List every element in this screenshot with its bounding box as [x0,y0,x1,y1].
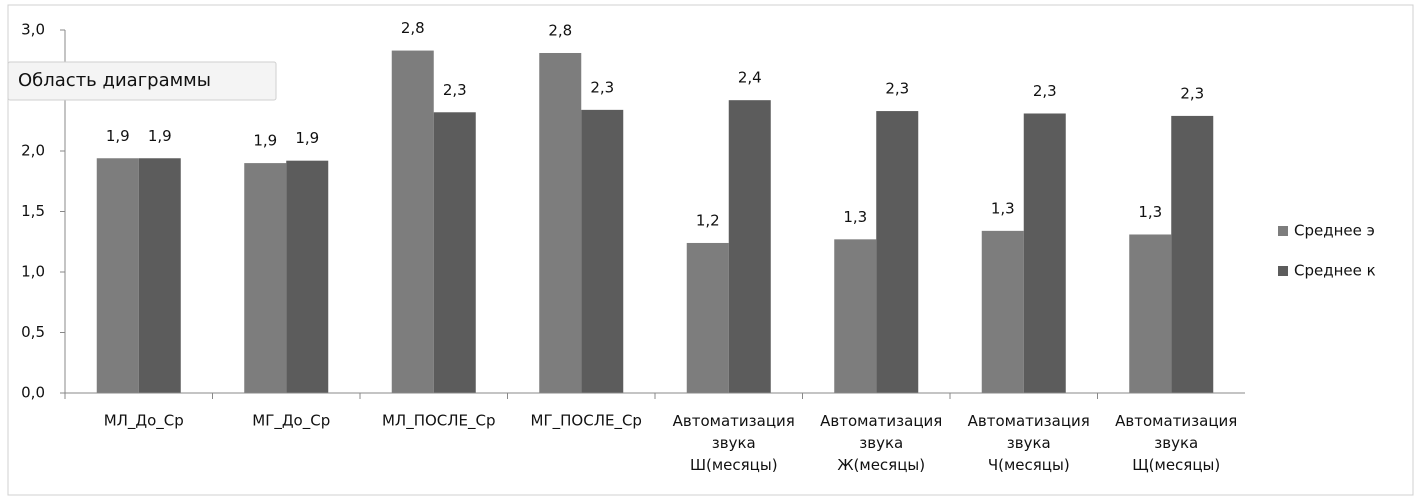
x-tick-label: Автоматизация звука Щ(месяцы) [1115,412,1237,474]
x-tick-label: МГ_До_Ср [252,412,330,431]
bar [138,158,181,393]
data-label: 1,3 [1138,203,1162,221]
data-label: 1,9 [295,129,319,147]
y-tick-label: 1,0 [21,263,45,281]
data-label: 2,3 [590,78,614,96]
bar [244,163,287,393]
data-label: 2,3 [443,81,467,99]
x-tick-label: МЛ_До_Ср [104,412,184,431]
data-label: 2,3 [1180,84,1204,102]
x-tick-label: Автоматизация звука Ш(месяцы) [673,412,795,474]
data-label: 1,9 [253,132,277,150]
y-tick-label: 2,0 [21,142,45,160]
y-tick-label: 0,0 [21,384,45,402]
tooltip-box [7,61,277,101]
tooltip-text: Область диаграммы [18,70,211,91]
bar [539,52,582,394]
legend-swatch [1278,226,1288,236]
y-tick-label: 1,5 [21,202,45,220]
bar [876,111,919,393]
bar [96,158,139,393]
bar [1129,234,1172,393]
tooltip: Область диаграммы [7,61,277,101]
data-label: 2,3 [885,80,909,98]
y-tick-label: 3,0 [21,21,45,39]
data-label: 1,3 [843,208,867,226]
data-label: 2,8 [548,21,572,39]
data-label: 1,2 [696,211,720,229]
data-label: 2,4 [738,69,762,87]
y-tick-label: 0,5 [21,323,45,341]
x-tick-label: МЛ_ПОСЛЕ_Ср [382,412,496,431]
x-tick-label: Автоматизация звука Ч(месяцы) [968,412,1090,474]
legend-label: Среднее к [1294,262,1376,280]
bar [728,100,771,394]
bar [433,112,476,393]
bar [981,230,1024,393]
bar [391,50,434,393]
bar [1023,113,1066,394]
data-label: 1,9 [106,127,130,145]
bar [286,160,329,393]
data-label: 2,3 [1033,82,1057,100]
bar [581,109,624,394]
legend-label: Среднее э [1294,222,1375,240]
legend-swatch [1278,266,1288,276]
data-label: 1,9 [148,127,172,145]
data-label: 1,3 [991,199,1015,217]
x-tick-label: МГ_ПОСЛЕ_Ср [531,412,642,431]
bar [686,242,729,393]
x-tick-label: Автоматизация звука Ж(месяцы) [820,412,942,474]
data-label: 2,8 [401,19,425,37]
bar [834,239,877,393]
bar [1171,115,1214,393]
